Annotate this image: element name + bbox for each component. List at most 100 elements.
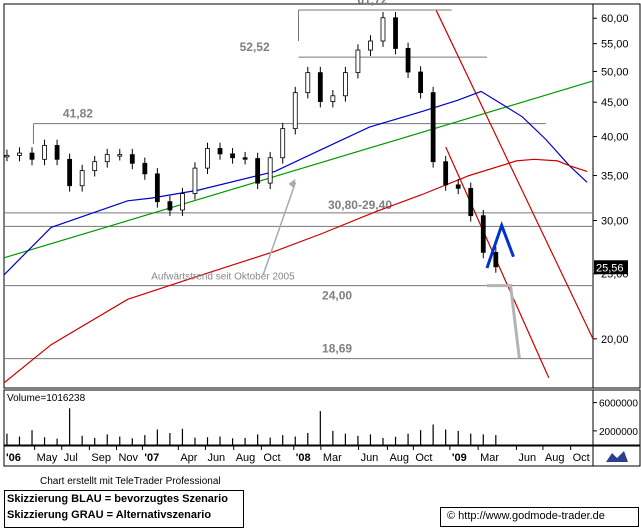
price-plot-area: 61,72 52,52 41,82 30,80-29,40 24,00 18,69 Aufw… — [3, 0, 594, 384]
moving-average-line — [3, 90, 588, 276]
trend-line — [3, 80, 594, 259]
price-candle-body — [292, 92, 298, 130]
price-candle-body — [405, 48, 411, 73]
level-label: 18,69 — [322, 342, 352, 356]
date-tick-label: '07 — [144, 452, 159, 464]
price-candle-body — [167, 201, 173, 211]
date-tick-label: Aug — [389, 452, 409, 464]
price-candle-body — [230, 153, 235, 159]
trend-line — [435, 10, 594, 340]
date-tick-label: May — [37, 452, 58, 464]
volume-panel-bg — [3, 389, 594, 446]
date-tick-label: '09 — [452, 452, 467, 464]
volume-plot-area: 6000000 2000000 — [6, 399, 638, 445]
price-candle-body — [54, 145, 60, 160]
volume-tick-label: 6000000 — [599, 399, 638, 410]
price-candle-body — [154, 173, 160, 203]
price-candle-body — [480, 215, 486, 253]
price-candle-body — [430, 92, 436, 163]
price-tick-label: 20,00 — [601, 334, 629, 346]
annotation-arrow-head — [288, 178, 296, 188]
volume-tick-label: 2000000 — [599, 427, 638, 438]
scenario-legend: Skizzierung BLAU = bevorzugtes Szenario … — [4, 490, 244, 528]
price-candle-body — [104, 154, 110, 163]
date-tick-label: Jun — [207, 452, 225, 464]
date-tick-label: Sep — [91, 452, 111, 464]
price-candle-body — [330, 95, 336, 102]
price-candle-body — [92, 161, 98, 171]
date-tick-label: Aug — [236, 452, 256, 464]
price-candle-body — [305, 72, 311, 94]
date-tick-label: Mar — [323, 452, 342, 464]
date-tick-label: Jul — [64, 452, 78, 464]
price-candle-body — [142, 162, 148, 175]
price-candle-body — [380, 17, 386, 42]
price-candle-body — [317, 72, 323, 102]
date-tick-label: Mar — [480, 452, 499, 464]
price-candle-body — [455, 184, 461, 189]
price-tick-label: 40,00 — [601, 132, 629, 144]
volume-axis-bg — [592, 389, 641, 446]
date-axis-corner — [592, 445, 641, 467]
annotation-arrow — [262, 182, 297, 276]
moving-average-line — [3, 158, 588, 384]
price-candle-body — [29, 152, 35, 160]
last-price-marker — [594, 260, 628, 275]
annotation-text: Aufwärtstrend seit Oktober 2005 — [151, 272, 295, 283]
blue-scenario-sketch — [485, 221, 515, 269]
price-candle-body — [468, 187, 474, 217]
price-candle-body — [217, 148, 223, 155]
price-candle-body — [4, 155, 10, 158]
date-tick-label: Aug — [545, 452, 565, 464]
price-candle-body — [368, 40, 373, 51]
copyright-box: © http://www.godmode-trader.de — [440, 507, 639, 527]
price-tick-label: 35,00 — [601, 171, 629, 183]
date-tick-label: Jun — [518, 452, 536, 464]
price-candle-body — [17, 152, 22, 156]
chart-logo-icon — [606, 451, 628, 462]
level-label: 61,72 — [357, 0, 387, 7]
price-candle-body — [393, 17, 398, 49]
date-tick-label: Apr — [180, 452, 197, 464]
price-tick-label: 50,00 — [601, 66, 629, 78]
price-candle-body — [493, 251, 499, 268]
price-candle-body — [192, 167, 198, 194]
price-candle-body — [205, 148, 210, 169]
price-tick-label: 30,00 — [601, 216, 629, 228]
price-candle-body — [418, 71, 424, 94]
price-tick-label: 45,00 — [601, 97, 629, 109]
date-tick-label: Nov — [118, 452, 138, 464]
price-candle-body — [280, 128, 286, 159]
price-candle-body — [267, 157, 273, 184]
price-candle-body — [67, 158, 73, 187]
price-candle-body — [355, 49, 361, 74]
price-candle-body — [129, 154, 135, 164]
date-tick-label: '06 — [6, 452, 21, 464]
date-tick-label: Oct — [415, 452, 432, 464]
price-axis-bg — [592, 3, 641, 389]
chart-credit: Chart erstellt mit TeleTrader Profession… — [40, 476, 221, 487]
price-candle-body — [443, 161, 449, 186]
price-tick-label: 60,00 — [601, 13, 629, 25]
price-axis: 60,0055,0050,0045,0040,0035,0030,0025,00… — [593, 13, 629, 346]
price-candle-body — [255, 158, 261, 184]
level-label: 30,80-29,40 — [328, 198, 392, 212]
level-label: 24,00 — [322, 289, 352, 303]
price-candle-body — [79, 170, 85, 187]
volume-label: Volume=1016238 — [7, 393, 86, 404]
price-tick-label: 55,00 — [601, 39, 629, 51]
grey-scenario-sketch — [486, 284, 521, 359]
legend-blue-text: Skizzierung BLAU = bevorzugtes Szenario — [7, 493, 228, 505]
date-tick-label: Oct — [263, 452, 280, 464]
legend-grey-text: Skizzierung GRAU = Alternativszenario — [7, 509, 212, 521]
price-candle-body — [242, 157, 248, 160]
copyright-text: © http://www.godmode-trader.de — [447, 510, 605, 522]
price-candle-body — [342, 72, 348, 97]
date-tick-label: Jun — [361, 452, 379, 464]
price-candle-body — [117, 154, 123, 157]
date-axis: '06 May Jul Sep Nov '07 Apr Jun Aug Oct '08 Mar Jun A… — [3, 446, 590, 464]
last-price-label: 25,56 — [596, 262, 624, 274]
date-tick-label: '08 — [296, 452, 311, 464]
